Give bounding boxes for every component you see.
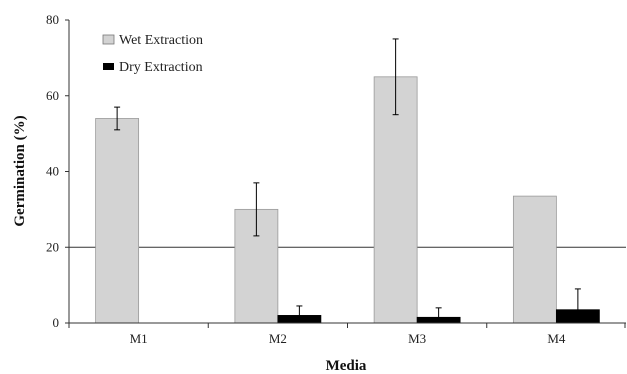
- error-bars: [114, 38, 581, 324]
- bar-wet-m1: [95, 118, 140, 324]
- bars: [95, 76, 600, 324]
- x-tick-label: M1: [130, 331, 148, 346]
- x-tick-label: M4: [547, 331, 566, 346]
- y-tick-label: 60: [46, 88, 59, 103]
- y-ticks: 0 20 40 60 80: [46, 12, 69, 330]
- legend-label-dry: Dry Extraction: [119, 60, 203, 75]
- y-tick-label: 0: [53, 315, 60, 330]
- legend-label-wet: Wet Extraction: [119, 33, 203, 48]
- y-tick-label: 40: [46, 164, 59, 179]
- x-tick-label: M3: [408, 331, 426, 346]
- x-tick-label: M2: [269, 331, 287, 346]
- x-axis-title: Media: [326, 358, 367, 374]
- x-ticks: M1 M2 M3 M4: [68, 323, 626, 346]
- y-tick-label: 80: [46, 12, 59, 27]
- y-tick-label: 20: [46, 239, 59, 254]
- legend-swatch-dry: [103, 63, 114, 70]
- legend: Wet Extraction Dry Extraction: [102, 33, 203, 75]
- legend-swatch-wet: [102, 34, 115, 45]
- y-axis-title: Germination (%): [12, 115, 28, 226]
- bar-wet-m4: [512, 195, 557, 324]
